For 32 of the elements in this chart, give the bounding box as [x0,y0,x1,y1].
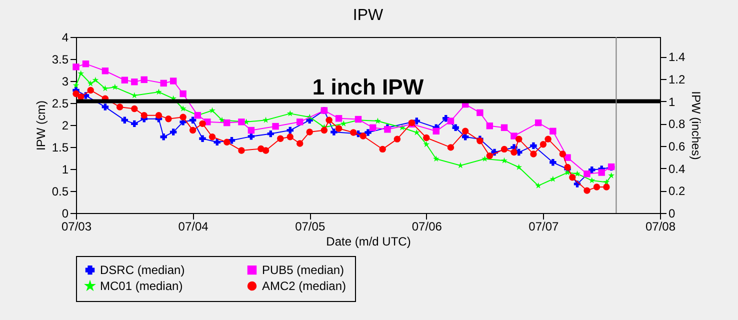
chart-title: IPW [352,7,384,24]
y-tick-label: 1 [62,162,69,176]
x-axis-title: Date (m/d UTC) [326,234,411,248]
y2-tick-label: 0.8 [668,117,686,132]
y-tick-label: 0.5 [52,184,69,198]
legend-label: PUB5 (median) [262,263,344,278]
x-tick-label: 07/07 [528,220,560,234]
y-tick-label: 2.5 [52,96,69,110]
x-tick-label: 07/05 [295,220,326,234]
legend-label: MC01 (median) [100,279,183,293]
y2-tick-label: 1 [668,94,676,109]
legend-label: AMC2 (median) [262,279,346,293]
x-tick-label: 07/08 [645,220,676,234]
y2-tick-label: 0 [668,206,676,220]
x-tick-label: 07/06 [412,220,442,234]
y-tick-label: 4 [62,30,69,44]
y2-tick-label: 0.4 [668,162,686,176]
y-axis-title: IPW (cm) [34,100,48,150]
y2-tick-label: 1.2 [668,72,686,86]
y-tick-label: 3 [62,74,69,88]
y2-tick-label: 0.2 [668,184,686,198]
y-tick-label: 0 [62,206,69,220]
x-tick-label: 07/04 [178,220,209,234]
x-tick-label: 07/03 [61,220,92,234]
y2-tick-label: 0.6 [668,139,686,154]
y-tick-label: 1.5 [52,140,69,154]
y2-axis-title: IPW (inches) [689,91,704,160]
legend-label: DSRC (median) [100,263,185,278]
y-tick-label: 2 [62,118,69,132]
y2-tick-label: 1.4 [668,50,686,64]
ref-line-label: 1 inch IPW [312,74,424,100]
y-tick-label: 3.5 [52,52,69,66]
